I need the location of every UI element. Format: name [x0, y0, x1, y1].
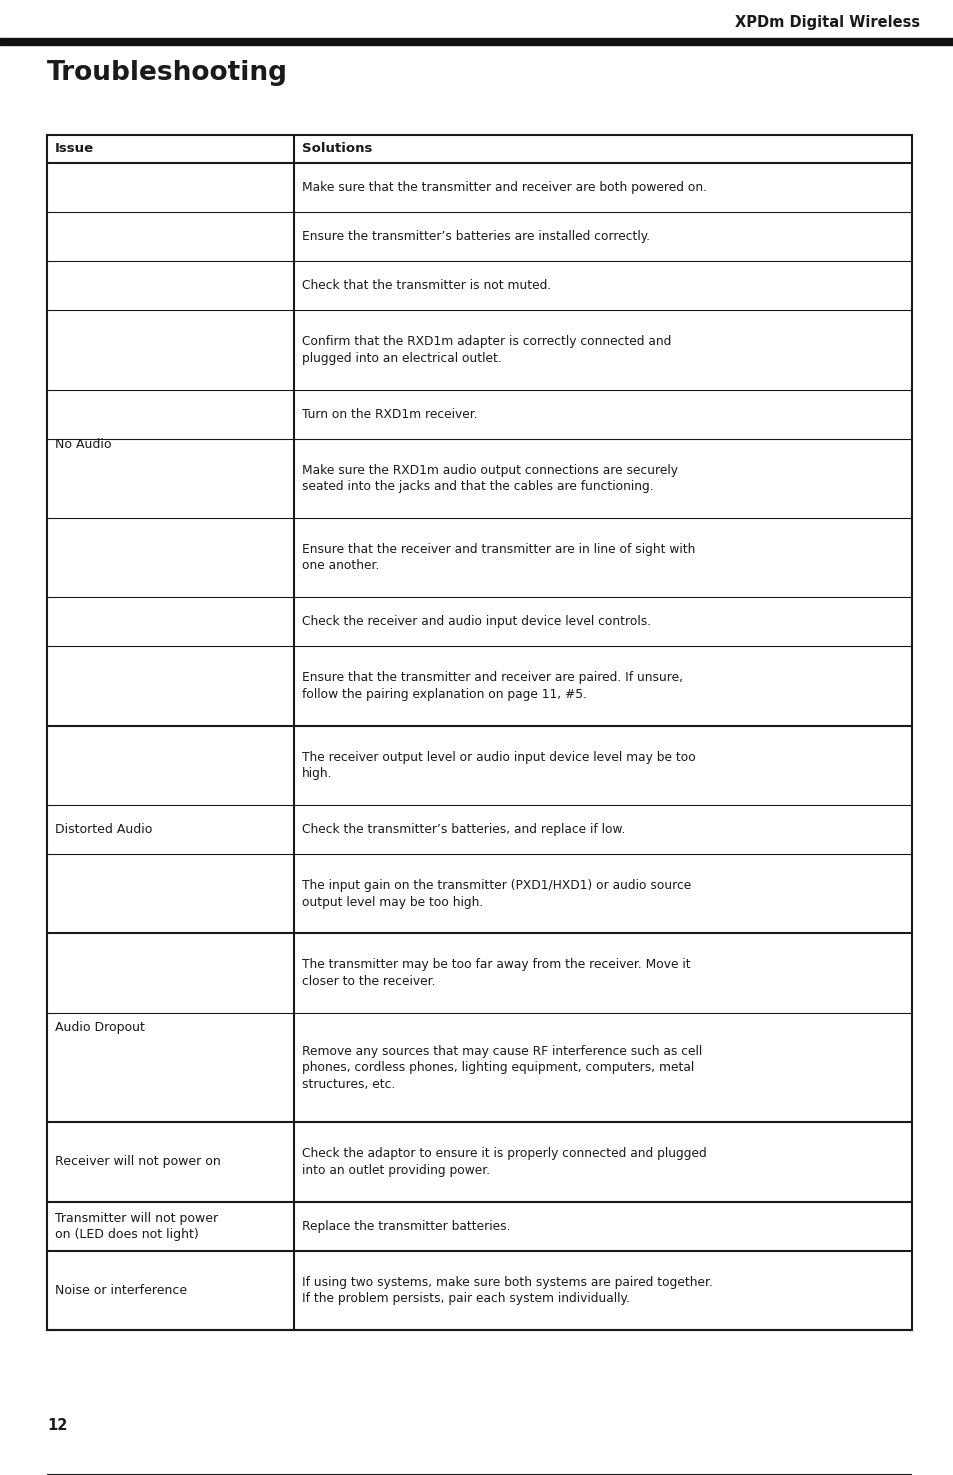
Text: 12: 12	[47, 1417, 68, 1432]
Text: Ensure that the receiver and transmitter are in line of sight with
one another.: Ensure that the receiver and transmitter…	[301, 543, 694, 572]
Text: Transmitter will not power
on (LED does not light): Transmitter will not power on (LED does …	[55, 1211, 218, 1240]
Text: Solutions: Solutions	[301, 143, 372, 155]
Text: Noise or interference: Noise or interference	[55, 1283, 187, 1297]
Text: Issue: Issue	[55, 143, 94, 155]
Text: Troubleshooting: Troubleshooting	[47, 60, 288, 86]
Bar	[47, 136, 911, 1330]
Text: No Audio: No Audio	[55, 438, 112, 451]
Text: Check the receiver and audio input device level controls.: Check the receiver and audio input devic…	[301, 615, 650, 628]
Text: If using two systems, make sure both systems are paired together.
If the problem: If using two systems, make sure both sys…	[301, 1276, 712, 1305]
Text: Audio Dropout: Audio Dropout	[55, 1021, 145, 1034]
Bar	[0, 38, 953, 46]
Text: Check the adaptor to ensure it is properly connected and plugged
into an outlet : Check the adaptor to ensure it is proper…	[301, 1148, 705, 1177]
Text: Make sure that the transmitter and receiver are both powered on.: Make sure that the transmitter and recei…	[301, 181, 706, 195]
Text: Check that the transmitter is not muted.: Check that the transmitter is not muted.	[301, 279, 550, 292]
Text: Turn on the RXD1m receiver.: Turn on the RXD1m receiver.	[301, 407, 476, 420]
Text: Ensure the transmitter’s batteries are installed correctly.: Ensure the transmitter’s batteries are i…	[301, 230, 649, 243]
Text: Receiver will not power on: Receiver will not power on	[55, 1155, 220, 1168]
Text: The transmitter may be too far away from the receiver. Move it
closer to the rec: The transmitter may be too far away from…	[301, 959, 689, 988]
Text: Confirm that the RXD1m adapter is correctly connected and
plugged into an electr: Confirm that the RXD1m adapter is correc…	[301, 335, 670, 364]
Text: Ensure that the transmitter and receiver are paired. If unsure,
follow the pairi: Ensure that the transmitter and receiver…	[301, 671, 681, 701]
Text: Remove any sources that may cause RF interference such as cell
phones, cordless : Remove any sources that may cause RF int…	[301, 1044, 701, 1090]
Text: The receiver output level or audio input device level may be too
high.: The receiver output level or audio input…	[301, 751, 695, 780]
Text: XPDm Digital Wireless: XPDm Digital Wireless	[734, 16, 919, 31]
Text: Check the transmitter’s batteries, and replace if low.: Check the transmitter’s batteries, and r…	[301, 823, 624, 836]
Text: Distorted Audio: Distorted Audio	[55, 823, 152, 836]
Text: The input gain on the transmitter (PXD1/HXD1) or audio source
output level may b: The input gain on the transmitter (PXD1/…	[301, 879, 690, 909]
Text: Make sure the RXD1m audio output connections are securely
seated into the jacks : Make sure the RXD1m audio output connect…	[301, 463, 677, 493]
Text: Replace the transmitter batteries.: Replace the transmitter batteries.	[301, 1220, 510, 1233]
